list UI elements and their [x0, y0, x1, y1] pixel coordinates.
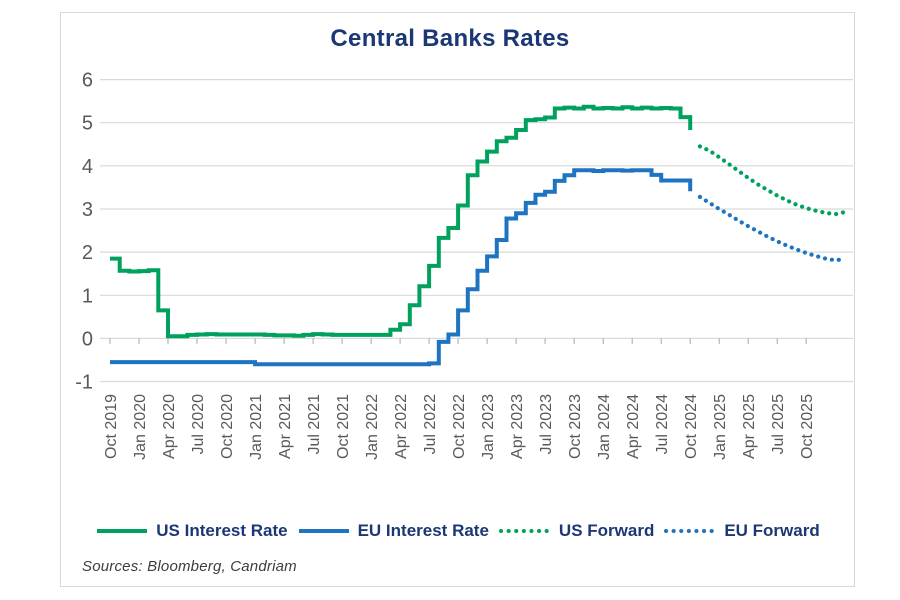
series-eu-interest-rate	[110, 168, 693, 367]
x-tick-label: Apr 2022	[393, 394, 410, 459]
x-tick-label: Oct 2019	[103, 394, 120, 459]
chart-card-border	[60, 12, 855, 587]
y-tick-label: 4	[82, 156, 93, 178]
series-us-interest-rate	[110, 104, 693, 339]
x-tick-label: Oct 2021	[335, 394, 352, 459]
y-tick-label: 3	[82, 199, 93, 221]
x-tick-label: Oct 2023	[567, 394, 584, 459]
legend: US Interest Rate EU Interest Rate US For…	[60, 521, 855, 541]
x-tick-label: Jul 2023	[538, 394, 555, 455]
legend-label-us-interest-rate: US Interest Rate	[156, 521, 288, 540]
chart-title: Central Banks Rates	[330, 25, 570, 52]
x-tick-label: Apr 2023	[509, 394, 526, 459]
x-tick-label: Jan 2024	[596, 394, 613, 460]
x-tick-label: Jul 2022	[422, 394, 439, 455]
x-tick-label: Apr 2025	[741, 394, 758, 459]
legend-item-eu-interest-rate: EU Interest Rate	[297, 521, 489, 541]
legend-label-eu-forward: EU Forward	[724, 521, 820, 540]
series-us-forward	[697, 144, 847, 217]
legend-item-eu-forward: EU Forward	[663, 521, 820, 541]
legend-swatch-solid-blue	[298, 529, 349, 533]
x-tick-label: Oct 2024	[683, 394, 700, 459]
x-tick-label: Jul 2021	[306, 394, 323, 455]
legend-swatch-dotted-green	[498, 529, 552, 533]
y-tick-label: -1	[75, 372, 93, 394]
legend-item-us-forward: US Forward	[498, 521, 654, 541]
x-tick-label: Jan 2023	[480, 394, 497, 460]
x-tick-label: Jan 2025	[712, 394, 729, 460]
y-tick-label: 5	[82, 113, 93, 135]
y-tick-label: 6	[82, 70, 93, 92]
series-eu-forward	[697, 194, 847, 263]
legend-swatch-dotted-blue	[664, 529, 718, 533]
x-tick-label: Oct 2020	[219, 394, 236, 459]
x-tick-label: Jul 2025	[770, 394, 787, 455]
x-tick-label: Oct 2022	[451, 394, 468, 459]
x-tick-label: Jul 2020	[190, 394, 207, 455]
y-tick-label: 0	[82, 328, 93, 350]
legend-item-us-interest-rate: US Interest Rate	[95, 521, 288, 541]
x-tick-label: Jan 2021	[248, 394, 265, 460]
legend-swatch-solid-green	[97, 529, 148, 533]
legend-label-us-forward: US Forward	[558, 521, 655, 540]
x-tick-label: Oct 2025	[799, 394, 816, 459]
x-tick-label: Apr 2021	[277, 394, 294, 459]
x-tick-label: Jan 2022	[364, 394, 381, 460]
legend-label-eu-interest-rate: EU Interest Rate	[357, 521, 489, 540]
x-tick-label: Apr 2024	[625, 394, 642, 459]
x-tick-label: Jul 2024	[654, 394, 671, 455]
x-tick-label: Jan 2020	[132, 394, 149, 460]
y-tick-label: 1	[82, 285, 93, 307]
sources-note: Sources: Bloomberg, Candriam	[82, 558, 297, 575]
x-tick-label: Apr 2020	[161, 394, 178, 459]
y-tick-label: 2	[82, 242, 93, 264]
